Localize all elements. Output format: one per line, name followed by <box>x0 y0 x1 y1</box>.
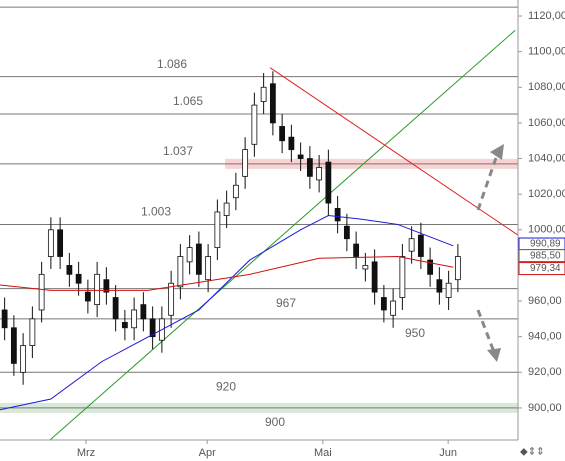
candle-body <box>214 211 221 249</box>
candle-body <box>380 297 387 311</box>
candle-body <box>103 279 110 293</box>
candle-body <box>20 345 27 373</box>
y-tick-label: 900,00 <box>528 402 562 414</box>
candle-body <box>297 154 304 159</box>
candle-body <box>306 158 313 177</box>
x-tick-label: Mai <box>314 447 332 459</box>
y-tick-label: 920,00 <box>528 366 562 378</box>
candle-body <box>279 126 286 142</box>
level-label: 920 <box>216 379 236 393</box>
candle-body <box>325 161 332 204</box>
candle-body <box>112 297 119 320</box>
y-tick-label: 1080,00 <box>528 81 565 93</box>
candle-body <box>288 136 295 151</box>
price-label: 979,34 <box>530 263 561 274</box>
arrow-up <box>476 151 500 211</box>
candle-body <box>260 86 267 102</box>
y-tick-label: 1040,00 <box>528 152 565 164</box>
candle-body <box>371 261 378 293</box>
candle-body <box>186 247 193 263</box>
moving-average <box>0 215 454 411</box>
candle-body <box>427 259 434 275</box>
price-label: 985,50 <box>530 250 561 261</box>
level-label: 1.065 <box>173 94 203 108</box>
y-tick-label: 1000,00 <box>528 224 565 236</box>
candle-body <box>334 208 341 222</box>
candle-body <box>94 273 101 306</box>
candle-body <box>251 104 258 145</box>
y-tick-label: 1120,00 <box>528 10 565 22</box>
candle-body <box>149 318 156 338</box>
price-box <box>518 262 565 276</box>
level-label: 1.003 <box>141 205 171 219</box>
arrow-head <box>487 348 501 362</box>
candle-body <box>195 243 202 275</box>
level-label: 967 <box>276 296 296 310</box>
price-box <box>518 249 565 263</box>
candle-body <box>232 184 239 199</box>
candle-body <box>168 282 175 316</box>
candle-body <box>408 238 415 252</box>
candle-body <box>205 256 212 281</box>
y-tick-label: 940,00 <box>528 331 562 343</box>
candle-body <box>436 279 443 293</box>
candle-body <box>362 265 369 270</box>
level-label: 900 <box>265 415 285 429</box>
level-label: 1.125 <box>233 0 263 1</box>
x-tick-label: Apr <box>199 447 216 459</box>
candle-body <box>38 273 45 311</box>
tool-icon[interactable]: ◆⇕⇕ <box>520 447 544 458</box>
trend-line <box>49 29 516 440</box>
level-label: 1.037 <box>163 144 193 158</box>
candle-body <box>316 167 323 181</box>
y-tick-label: 1060,00 <box>528 117 565 129</box>
moving-average <box>0 256 454 291</box>
candle-body <box>47 229 54 257</box>
level-label: 950 <box>405 326 425 340</box>
x-tick-label: Mrz <box>77 447 95 459</box>
y-tick-label: 1100,00 <box>528 46 565 58</box>
plot-area <box>0 6 518 440</box>
candle-body <box>445 282 452 298</box>
y-tick-label: 1020,00 <box>528 188 565 200</box>
y-tick-label: 960,00 <box>528 295 562 307</box>
candle-body <box>29 318 36 346</box>
candle-body <box>66 265 73 275</box>
candle-body <box>140 304 147 320</box>
candle-body <box>343 225 350 240</box>
candle-body <box>131 309 138 329</box>
candle-body <box>84 291 91 302</box>
candle-body <box>177 256 184 288</box>
price-label: 990,89 <box>530 239 561 250</box>
trend-line <box>269 67 518 236</box>
arrow-head <box>490 144 504 160</box>
candle-body <box>1 309 8 329</box>
candle-body <box>121 322 128 329</box>
candle-body <box>390 300 397 316</box>
candle-body <box>269 83 276 124</box>
candle-body <box>353 243 360 257</box>
candle-body <box>75 273 82 284</box>
candle-body <box>454 256 461 281</box>
candle-body <box>10 327 17 364</box>
level-label: 1.086 <box>157 57 187 71</box>
candle-body <box>223 202 230 216</box>
x-tick-label: Jun <box>439 447 457 459</box>
candle-body <box>57 229 64 257</box>
candle-body <box>242 149 249 177</box>
candle-body <box>399 256 406 298</box>
arrow-down <box>476 309 496 353</box>
candle-body <box>417 234 424 257</box>
